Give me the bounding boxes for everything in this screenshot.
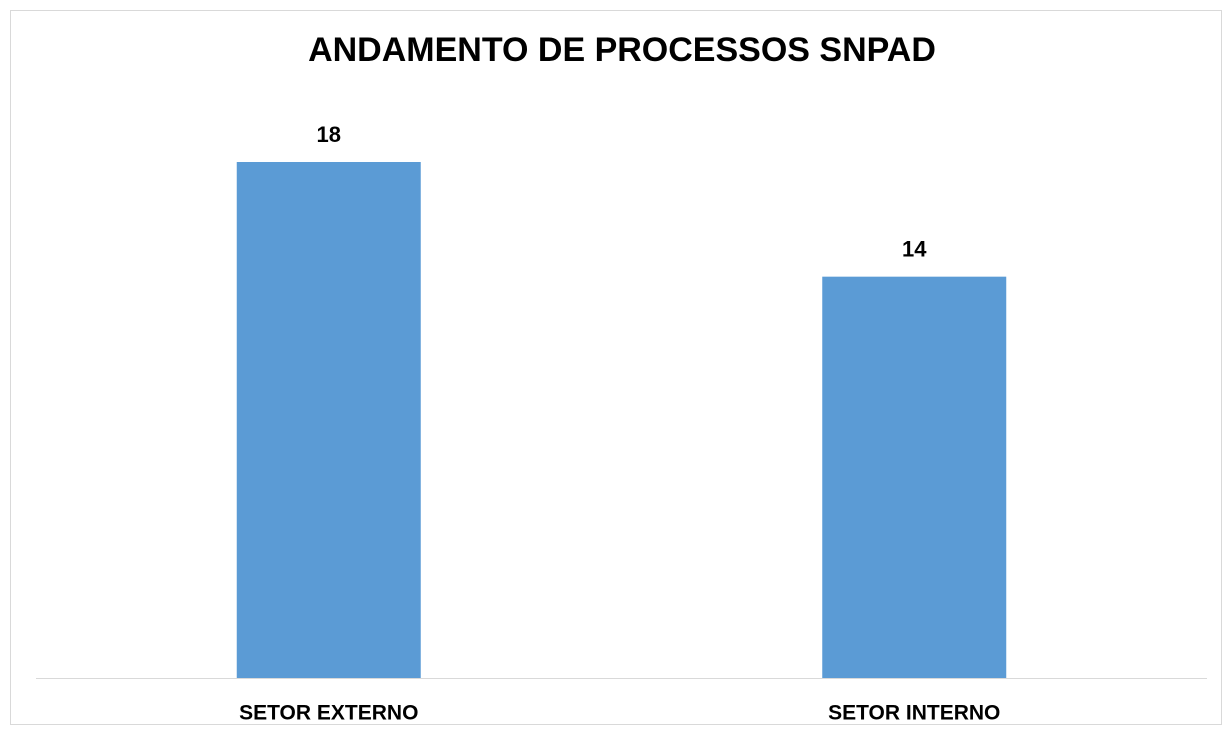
chart-frame: [10, 10, 1222, 725]
chart-title: ANDAMENTO DE PROCESSOS SNPAD: [308, 31, 936, 69]
data-label: 14: [902, 236, 927, 261]
x-tick-label: SETOR EXTERNO: [239, 702, 418, 725]
bar: [822, 276, 1007, 678]
bar: [236, 162, 421, 678]
data-label: 18: [317, 122, 341, 147]
x-tick-label: SETOR INTERNO: [828, 702, 1000, 725]
